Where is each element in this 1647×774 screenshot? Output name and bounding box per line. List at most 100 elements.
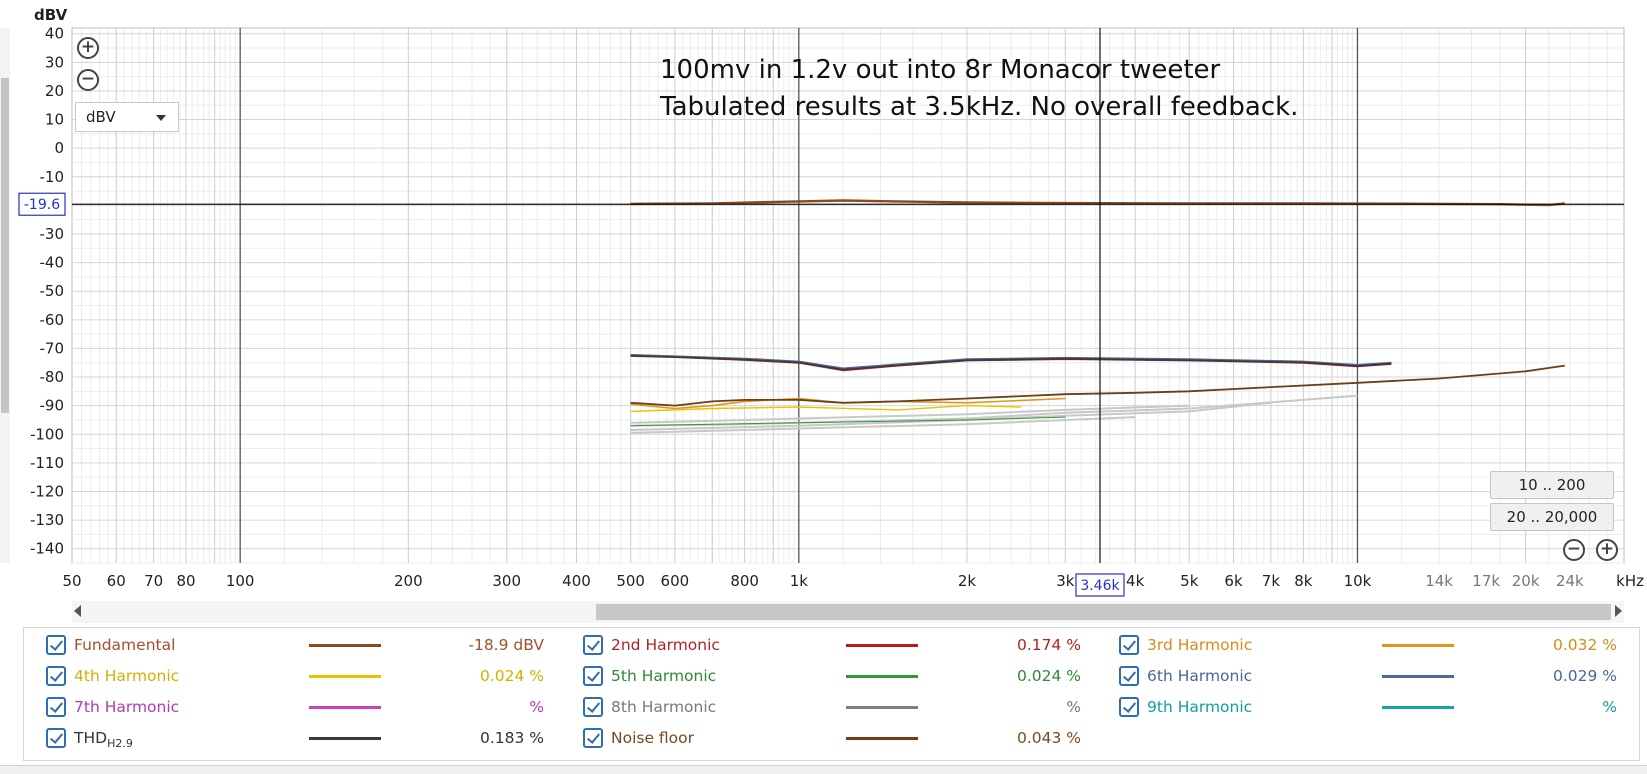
legend-item-value: 0.043 % [1016,729,1081,747]
vertical-scrollbar-thumb[interactable] [1,78,9,413]
legend-line-swatch [309,706,381,709]
horizontal-scrollbar[interactable] [72,601,1624,623]
x-tick-label: 200 [394,572,423,590]
x-tick-label: 60 [107,572,126,590]
legend-checkbox[interactable] [1119,635,1139,655]
gray-trace [630,404,1190,424]
y-tick-label: -30 [40,225,65,243]
gray-trace [630,416,1136,434]
legend-item-label: 8th Harmonic [611,698,717,716]
y-tick-label: -120 [30,482,64,500]
x-tick-label: 800 [730,572,759,590]
legend-checkbox[interactable] [583,666,603,686]
y-tick-label: 0 [54,139,64,157]
plot-area [71,27,1625,564]
legend-item-value: 0.174 % [1016,636,1081,654]
x-tick-label: 6k [1224,572,1243,590]
scroll-left-icon[interactable] [74,605,81,617]
legend-item-label: Noise floor [611,729,695,747]
y-tick-label: -10 [40,168,65,186]
x-tick-label: 50 [62,572,81,590]
y-axis-label: dBV [34,6,68,24]
legend-item-9th-harmonic: 9th Harmonic% [1107,692,1637,722]
y-tick-label: 20 [45,82,64,100]
cursor-y-readout: -19.6 [24,197,60,213]
frequency-response-chart[interactable]: 403020100-10-20-30-40-50-60-70-80-90-100… [0,0,1647,600]
y-tick-label: -60 [40,311,65,329]
range-20-20000-button[interactable]: 20 .. 20,000 [1490,503,1614,531]
legend-checkbox[interactable] [583,635,603,655]
chart-area[interactable]: 403020100-10-20-30-40-50-60-70-80-90-100… [0,0,1647,610]
y-tick-label: -40 [40,254,65,272]
unit-dropdown[interactable]: dBV [75,102,179,132]
y-tick-label: 30 [45,53,64,71]
legend-checkbox[interactable] [46,635,66,655]
range-10-200-button[interactable]: 10 .. 200 [1490,471,1614,499]
legend-line-swatch [309,675,381,678]
legend-checkbox[interactable] [46,697,66,717]
chart-annotation: 100mv in 1.2v out into 8r Monacor tweete… [660,55,1221,85]
legend-item-2nd-harmonic: 2nd Harmonic 0.174 % [571,630,1101,660]
legend-item-label: 6th Harmonic [1147,667,1253,685]
scroll-right-icon[interactable] [1615,605,1622,617]
legend-line-swatch [846,644,918,647]
legend-item-label: 4th Harmonic [74,667,180,685]
y-tick-label: -90 [40,397,65,415]
legend-line-swatch [309,644,381,647]
legend-item-label: 2nd Harmonic [611,636,720,654]
legend-checkbox[interactable] [46,728,66,748]
y-tick-label: -110 [30,454,64,472]
x-tick-label: 4k [1126,572,1145,590]
major-grid [72,28,1624,563]
y-tick-label: -70 [40,339,65,357]
y-tick-label: -140 [30,540,64,558]
x-tick-label: 80 [176,572,195,590]
series-thd-line [630,354,1392,371]
legend-checkbox[interactable] [46,666,66,686]
y-tick-label: 40 [45,25,64,43]
cursor-x-readout: 3.46k [1080,578,1120,594]
x-axis-unit-label: kHz [1616,572,1644,590]
legend-checkbox[interactable] [583,728,603,748]
legend-line-swatch [1382,706,1454,709]
legend-item-fundamental: Fundamental -18.9 dBV [34,630,564,660]
legend-item-label: 3rd Harmonic [1147,636,1253,654]
legend-line-swatch [846,706,918,709]
y-tick-label: -100 [30,425,64,443]
zoom-out-x-icon[interactable]: − [1563,539,1585,561]
series-6th-harmonic-line [630,354,1392,370]
legend-item-8th-harmonic: 8th Harmonic% [571,692,1101,722]
x-tick-label: 7k [1262,572,1281,590]
legend-checkbox[interactable] [583,697,603,717]
series-noise-floor-line [630,364,1565,407]
x-tick-label: 14k [1425,572,1453,590]
x-tick-label: 500 [616,572,645,590]
vertical-scrollbar[interactable] [0,28,10,563]
zoom-out-y-icon[interactable]: − [77,69,99,91]
horizontal-scrollbar-thumb[interactable] [596,604,1611,620]
legend-line-swatch [309,737,381,740]
legend-item-6th-harmonic: 6th Harmonic 0.029 % [1107,661,1637,691]
x-tick-label: 3k [1056,572,1075,590]
cursor-y-readout-box [18,192,66,216]
legend-line-swatch [846,737,918,740]
x-tick-label: 24k [1556,572,1584,590]
zoom-in-y-icon[interactable]: + [77,37,99,59]
chart-annotation: Tabulated results at 3.5kHz. No overall … [659,92,1298,122]
zoom-in-x-icon[interactable]: + [1596,539,1618,561]
legend-item-label: Fundamental [74,636,176,654]
legend-item-value: 0.024 % [1016,667,1081,685]
x-tick-label: 300 [492,572,521,590]
legend-item-value: 0.032 % [1552,636,1617,654]
legend-item-subscript: H2.9 [107,737,133,751]
legend-item-value: % [1602,698,1617,716]
legend-item-value: 0.183 % [479,729,544,747]
x-tick-label: 400 [562,572,591,590]
x-tick-label: 8k [1294,572,1313,590]
legend-checkbox[interactable] [1119,697,1139,717]
x-tick-label: 100 [226,572,255,590]
legend-checkbox[interactable] [1119,666,1139,686]
x-tick-label: 10k [1344,572,1372,590]
legend-item-value: -18.9 dBV [468,636,544,654]
series-5th-harmonic-line [630,416,1066,427]
